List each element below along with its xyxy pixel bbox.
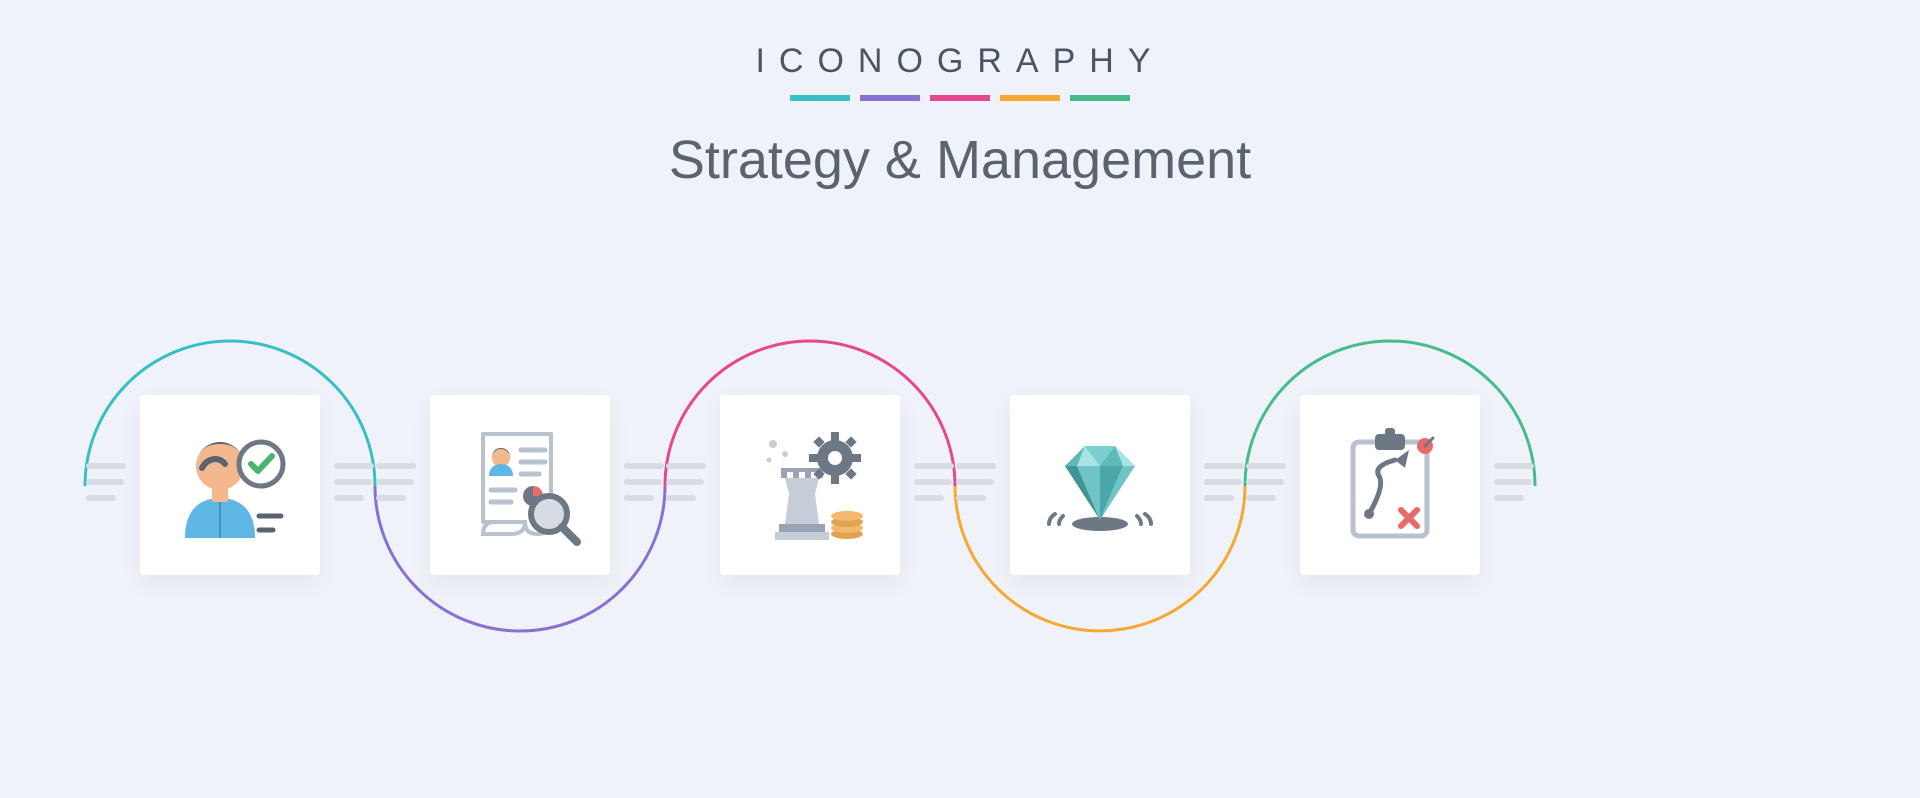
decorative-lines [376,463,416,501]
decorative-lines [334,463,374,501]
user-check-card [140,395,320,575]
strategy-gear-icon [745,420,875,550]
diamond-card [1010,395,1190,575]
decorative-lines [1204,463,1244,501]
decorative-lines [624,463,664,501]
clipboard-plan-icon [1325,420,1455,550]
document-analysis-icon [455,420,585,550]
decorative-lines [86,463,126,501]
stage [0,0,1920,798]
decorative-lines [914,463,954,501]
decorative-lines [956,463,996,501]
document-analysis-card [430,395,610,575]
decorative-lines [1494,463,1534,501]
diamond-icon [1035,420,1165,550]
clipboard-plan-card [1300,395,1480,575]
decorative-lines [666,463,706,501]
decorative-lines [1246,463,1286,501]
user-check-icon [165,420,295,550]
strategy-gear-card [720,395,900,575]
